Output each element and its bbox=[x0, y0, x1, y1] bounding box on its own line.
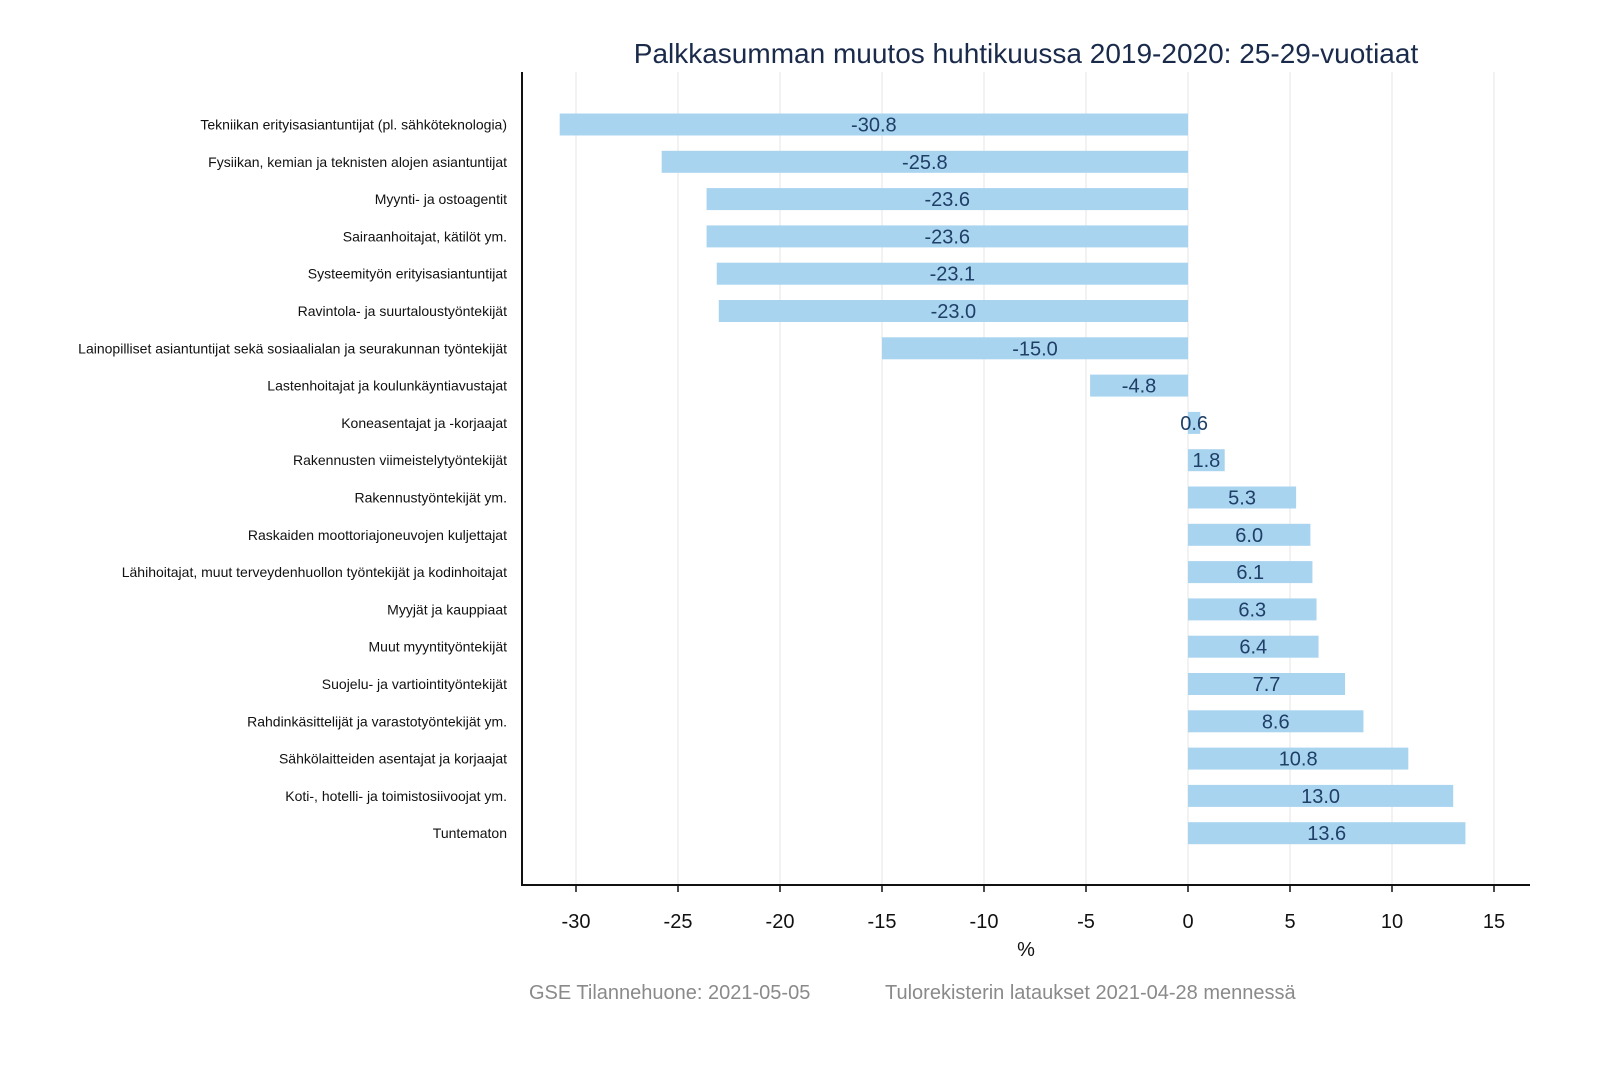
bar bbox=[1188, 822, 1466, 845]
bar bbox=[559, 113, 1188, 136]
bar bbox=[1188, 486, 1297, 509]
bar bbox=[1188, 710, 1364, 733]
category-label: Fysiikan, kemian ja teknisten alojen asi… bbox=[208, 154, 507, 170]
data-label: -4.8 bbox=[1122, 376, 1156, 398]
category-label: Rahdinkäsittelijät ja varastotyöntekijät… bbox=[247, 713, 507, 729]
category-label: Koneasentajat ja -korjaajat bbox=[341, 415, 507, 431]
bar bbox=[882, 337, 1188, 360]
category-label: Tuntematon bbox=[433, 825, 507, 841]
data-label: 10.8 bbox=[1279, 749, 1318, 771]
x-tick-label: -10 bbox=[970, 911, 999, 933]
bar bbox=[706, 225, 1188, 248]
data-label: -23.6 bbox=[924, 189, 970, 211]
bar bbox=[706, 188, 1188, 211]
x-tick-label: -30 bbox=[562, 911, 591, 933]
data-label: 13.0 bbox=[1301, 786, 1340, 808]
category-label: Lastenhoitajat ja koulunkäyntiavustajat bbox=[267, 378, 507, 394]
data-label: 6.4 bbox=[1239, 637, 1267, 659]
category-label: Koti-, hotelli- ja toimistosiivoojat ym. bbox=[285, 788, 507, 804]
x-tick-label: -5 bbox=[1077, 911, 1095, 933]
data-label: 6.1 bbox=[1236, 562, 1264, 584]
bar bbox=[1188, 449, 1225, 472]
data-label: 6.0 bbox=[1235, 525, 1263, 547]
data-label: 8.6 bbox=[1262, 711, 1290, 733]
x-tick-label: -15 bbox=[868, 911, 897, 933]
data-label: -23.0 bbox=[931, 301, 977, 323]
chart-title: Palkkasumman muutos huhtikuussa 2019-202… bbox=[634, 38, 1419, 69]
x-axis-ticks: -30 -25 -20 -15 -10 -5 0 5 10 15 bbox=[562, 885, 1505, 933]
value-labels: -30.8-25.8 -23.6 -23.6 -23.1 -23.0 -15.0 -4.8 0… bbox=[851, 115, 1346, 846]
data-label: 1.8 bbox=[1192, 450, 1220, 472]
data-label: 5.3 bbox=[1228, 488, 1256, 510]
bar bbox=[1188, 747, 1409, 770]
bar bbox=[1188, 561, 1313, 584]
bar bbox=[661, 150, 1188, 173]
x-tick-label: 15 bbox=[1483, 911, 1505, 933]
x-tick-label: 10 bbox=[1381, 911, 1403, 933]
bar bbox=[1188, 598, 1317, 621]
data-label: 13.6 bbox=[1307, 823, 1346, 845]
category-label: Sähkölaitteiden asentajat ja korjaajat bbox=[279, 751, 507, 767]
category-label: Myyjät ja kauppiaat bbox=[387, 601, 507, 617]
category-label: Raskaiden moottoriajoneuvojen kuljettaja… bbox=[248, 527, 507, 543]
bars bbox=[559, 113, 1466, 845]
data-label: -15.0 bbox=[1012, 338, 1058, 360]
bar bbox=[1188, 411, 1201, 434]
category-label: Lainopilliset asiantuntijat sekä sosiaal… bbox=[78, 340, 507, 356]
data-label: -25.8 bbox=[902, 152, 948, 174]
x-tick-label: -25 bbox=[664, 911, 693, 933]
x-axis-label: % bbox=[1017, 939, 1035, 961]
bar bbox=[1188, 673, 1346, 695]
footer-source: GSE Tilannehuone: 2021-05-05 bbox=[529, 982, 810, 1004]
category-label: Muut myyntityöntekijät bbox=[369, 639, 508, 655]
category-label: Systeemityön erityisasiantuntijat bbox=[308, 266, 507, 282]
bar bbox=[1090, 374, 1188, 397]
category-label: Rakennusten viimeistelytyöntekijät bbox=[293, 452, 507, 468]
bar bbox=[716, 262, 1188, 285]
category-label: Ravintola- ja suurtaloustyöntekijät bbox=[298, 303, 507, 319]
footer-note: Tulorekisterin lataukset 2021-04-28 menn… bbox=[885, 982, 1296, 1004]
x-tick-label: -20 bbox=[766, 911, 795, 933]
x-tick-label: 5 bbox=[1284, 911, 1295, 933]
data-label: -30.8 bbox=[851, 115, 897, 137]
bar bbox=[1188, 784, 1454, 807]
data-label: 0.6 bbox=[1180, 413, 1208, 435]
category-label: Tekniikan erityisasiantuntijat (pl. sähk… bbox=[200, 117, 507, 133]
data-label: -23.6 bbox=[924, 226, 970, 248]
category-label: Myynti- ja ostoagentit bbox=[375, 191, 507, 207]
x-tick-label: 0 bbox=[1182, 911, 1193, 933]
data-label: -23.1 bbox=[930, 264, 976, 286]
category-labels: Tekniikan erityisasiantuntijat (pl. sähk… bbox=[78, 117, 507, 842]
bar bbox=[718, 300, 1188, 322]
data-label: 6.3 bbox=[1238, 599, 1266, 621]
data-label: 7.7 bbox=[1253, 674, 1281, 696]
bar bbox=[1188, 523, 1311, 546]
category-label: Sairaanhoitajat, kätilöt ym. bbox=[343, 228, 507, 244]
category-label: Rakennustyöntekijät ym. bbox=[354, 490, 507, 506]
category-label: Suojelu- ja vartiointityöntekijät bbox=[322, 676, 507, 692]
bar bbox=[1188, 635, 1319, 658]
category-label: Lähihoitajat, muut terveydenhuollon työn… bbox=[122, 564, 507, 580]
